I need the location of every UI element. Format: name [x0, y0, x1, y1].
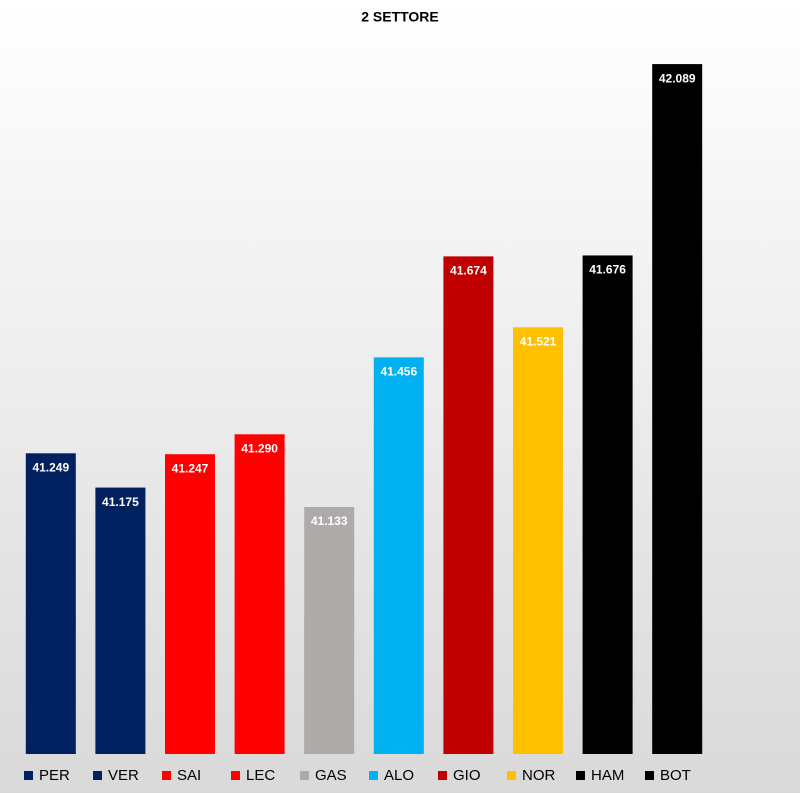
legend-swatch — [507, 771, 516, 780]
legend-swatch — [369, 771, 378, 780]
legend-swatch — [645, 771, 654, 780]
chart-title: 2 SETTORE — [361, 9, 439, 25]
bar — [373, 357, 424, 754]
legend-label: GAS — [315, 767, 347, 784]
legend-label: HAM — [591, 767, 624, 784]
legend-label: LEC — [246, 767, 275, 784]
data-label: 41.456 — [380, 365, 417, 379]
data-label: 41.290 — [241, 441, 278, 455]
legend-label: NOR — [522, 767, 556, 784]
bar — [165, 454, 215, 754]
bar — [234, 434, 285, 754]
bar — [513, 327, 563, 754]
legend-swatch — [162, 771, 171, 780]
data-label: 41.175 — [102, 495, 139, 509]
legend-label: SAI — [177, 767, 201, 784]
data-label: 42.089 — [659, 71, 696, 85]
legend-label: VER — [108, 767, 139, 784]
bar — [25, 453, 76, 754]
legend-label: PER — [39, 767, 70, 784]
bar — [582, 255, 633, 754]
bar — [95, 487, 146, 754]
bar — [443, 256, 494, 754]
bar — [652, 64, 703, 754]
legend-label: GIO — [453, 767, 481, 784]
data-label: 41.521 — [520, 334, 557, 348]
legend-swatch — [93, 771, 102, 780]
data-label: 41.674 — [450, 264, 487, 278]
data-label: 41.676 — [589, 263, 626, 277]
data-label: 41.133 — [311, 514, 348, 528]
legend-swatch — [576, 771, 585, 780]
legend-swatch — [438, 771, 447, 780]
legend-label: BOT — [660, 767, 691, 784]
data-label: 41.247 — [172, 461, 209, 475]
legend-swatch — [24, 771, 33, 780]
data-label: 41.249 — [32, 460, 69, 474]
legend-swatch — [300, 771, 309, 780]
bar — [304, 507, 355, 754]
legend-label: ALO — [384, 767, 414, 784]
legend-swatch — [231, 771, 240, 780]
